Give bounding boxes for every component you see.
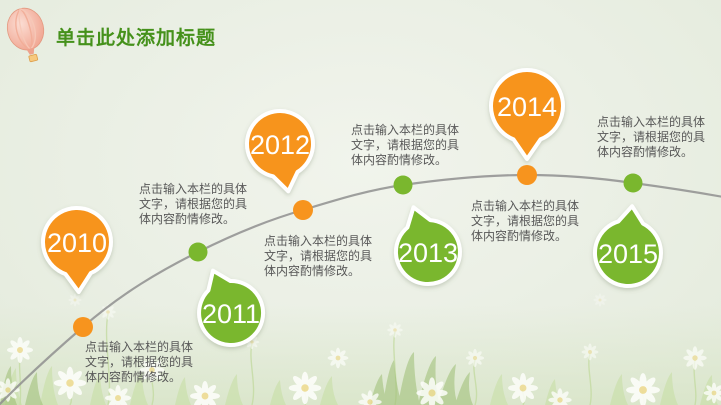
timeline-dot-2010 — [73, 317, 93, 337]
timeline-dot-2015 — [623, 173, 643, 193]
timeline-dot-2014 — [517, 165, 537, 185]
description-2013[interactable]: 点击输入本栏的具体文字，请根据您的具体内容酌情修改。 — [351, 123, 460, 167]
year-balloon-2010[interactable]: 2010 — [41, 206, 113, 294]
year-label-2014: 2014 — [497, 92, 557, 122]
timeline-dot-2013 — [393, 175, 413, 195]
description-2010[interactable]: 点击输入本栏的具体文字，请根据您的具体内容酌情修改。 — [85, 340, 194, 384]
meadow-grass-light — [5, 366, 718, 405]
year-balloon-2012[interactable]: 2012 — [245, 109, 315, 194]
year-label-2011: 2011 — [202, 299, 260, 329]
year-balloon-2011[interactable]: 2011 — [197, 268, 266, 347]
year-balloon-2013[interactable]: 2013 — [393, 205, 462, 287]
page-title[interactable]: 单击此处添加标题 — [56, 28, 217, 49]
year-label-2013: 2013 — [398, 238, 458, 268]
timeline-dot-2012 — [293, 200, 313, 220]
year-label-2012: 2012 — [250, 130, 310, 160]
year-balloon-2014[interactable]: 2014 — [489, 68, 565, 161]
year-balloon-2015[interactable]: 2015 — [592, 204, 663, 288]
meadow-illustration — [0, 293, 721, 405]
description-2012[interactable]: 点击输入本栏的具体文字，请根据您的具体内容酌情修改。 — [264, 234, 373, 278]
hot-air-balloon-icon — [6, 7, 45, 63]
timeline-dot-2011 — [188, 242, 208, 262]
year-label-2010: 2010 — [47, 228, 107, 258]
year-label-2015: 2015 — [598, 239, 658, 269]
description-2011[interactable]: 点击输入本栏的具体文字，请根据您的具体内容酌情修改。 — [139, 182, 248, 226]
description-2014[interactable]: 点击输入本栏的具体文字，请根据您的具体内容酌情修改。 — [471, 199, 580, 243]
description-2015[interactable]: 点击输入本栏的具体文字，请根据您的具体内容酌情修改。 — [597, 115, 706, 159]
